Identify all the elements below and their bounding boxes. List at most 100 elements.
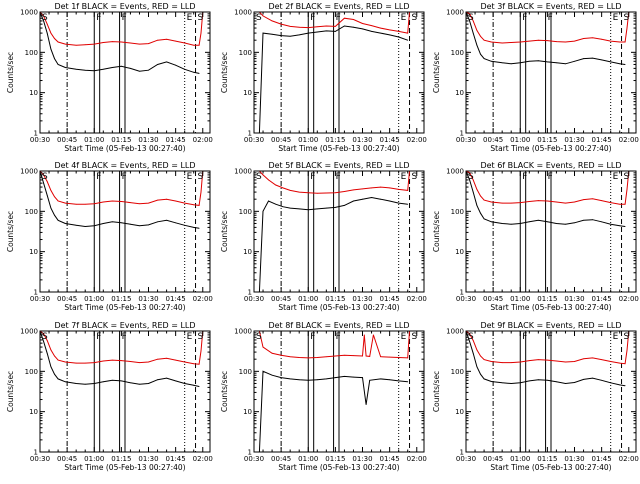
y-tick-label: 1000 bbox=[20, 328, 38, 336]
data-point bbox=[84, 226, 86, 227]
chart-title: Det 1f BLACK = Events, RED = LLD bbox=[54, 2, 195, 11]
data-point bbox=[501, 42, 503, 44]
data-point bbox=[528, 40, 530, 42]
data-point bbox=[316, 379, 318, 381]
data-point bbox=[64, 223, 66, 224]
data-point bbox=[472, 191, 474, 193]
data-point bbox=[476, 188, 478, 190]
data-point bbox=[75, 44, 77, 46]
x-tick-label: 02:00 bbox=[193, 295, 213, 303]
data-point bbox=[610, 40, 612, 42]
data-point bbox=[193, 71, 195, 73]
y-tick-label: 100 bbox=[451, 208, 464, 216]
x-tick-label: 00:45 bbox=[483, 295, 503, 303]
data-point bbox=[565, 63, 566, 65]
plot-frame bbox=[465, 170, 637, 293]
data-point bbox=[175, 380, 177, 382]
y-tick-label: 1000 bbox=[446, 328, 464, 336]
data-point bbox=[546, 359, 548, 361]
data-point bbox=[54, 355, 55, 357]
marker-label: E bbox=[187, 172, 193, 182]
y-tick-label: 10 bbox=[29, 89, 38, 97]
x-tick-label: 00:30 bbox=[30, 295, 50, 303]
data-point bbox=[380, 186, 381, 188]
data-point bbox=[200, 32, 202, 34]
data-point bbox=[289, 35, 291, 37]
y-axis-label: Counts/sec bbox=[6, 52, 15, 93]
data-point bbox=[619, 63, 621, 65]
data-point bbox=[407, 357, 409, 359]
marker-label: S bbox=[42, 172, 48, 182]
data-point bbox=[43, 15, 45, 17]
data-point bbox=[371, 25, 372, 27]
data-point bbox=[574, 382, 575, 383]
data-point bbox=[574, 40, 575, 42]
data-point bbox=[472, 20, 474, 22]
data-point bbox=[148, 361, 149, 363]
x-tick-label: 01:45 bbox=[592, 295, 612, 303]
data-point bbox=[289, 25, 291, 27]
data-point bbox=[84, 362, 86, 364]
data-point bbox=[184, 68, 186, 70]
x-tick-label: 00:30 bbox=[30, 136, 50, 144]
data-point bbox=[50, 48, 52, 50]
data-point bbox=[157, 358, 158, 360]
data-point bbox=[54, 214, 55, 216]
y-tick-label: 100 bbox=[451, 49, 464, 57]
data-point bbox=[43, 333, 45, 335]
data-point bbox=[111, 67, 113, 68]
data-point bbox=[380, 356, 381, 358]
y-tick-label: 1000 bbox=[446, 168, 464, 176]
data-point bbox=[184, 202, 186, 204]
data-point bbox=[480, 373, 481, 375]
chart-title: Det 3f BLACK = Events, RED = LLD bbox=[480, 2, 621, 11]
data-point bbox=[262, 346, 264, 348]
marker-label: S bbox=[468, 172, 474, 182]
data-point bbox=[372, 334, 374, 336]
y-tick-label: 10 bbox=[243, 408, 252, 416]
data-point bbox=[592, 37, 593, 39]
plot-area bbox=[466, 171, 630, 292]
x-axis-label: Start Time (05-Feb-13 00:27:40) bbox=[490, 303, 611, 312]
data-point bbox=[601, 359, 603, 361]
data-point bbox=[389, 379, 391, 381]
x-tick-label: 00:30 bbox=[244, 295, 264, 303]
lld-series bbox=[254, 331, 414, 359]
data-point bbox=[510, 223, 512, 225]
data-point bbox=[501, 362, 503, 363]
marker-label: S bbox=[198, 13, 204, 23]
data-point bbox=[148, 69, 149, 71]
data-point bbox=[84, 44, 86, 46]
data-point bbox=[84, 383, 86, 385]
data-point bbox=[289, 378, 291, 380]
x-tick-label: 00:30 bbox=[30, 455, 50, 463]
data-point bbox=[389, 34, 391, 36]
data-point bbox=[111, 379, 113, 381]
y-axis-label: Counts/sec bbox=[432, 211, 441, 252]
x-tick-label: 01:45 bbox=[166, 295, 186, 303]
x-tick-label: 01:30 bbox=[138, 136, 158, 144]
data-point bbox=[362, 198, 363, 200]
data-point bbox=[362, 23, 363, 24]
data-point bbox=[472, 340, 474, 341]
data-point bbox=[528, 221, 530, 223]
data-point bbox=[280, 377, 282, 378]
data-point bbox=[102, 360, 104, 362]
data-point bbox=[275, 203, 277, 205]
y-tick-label: 1 bbox=[248, 289, 252, 297]
data-point bbox=[371, 31, 372, 32]
data-point bbox=[307, 379, 309, 381]
data-point bbox=[472, 352, 474, 354]
marker-label: E bbox=[401, 332, 407, 342]
data-point bbox=[120, 360, 122, 361]
data-point bbox=[574, 361, 575, 362]
data-point bbox=[289, 190, 291, 191]
data-point bbox=[102, 201, 104, 203]
marker-label: S bbox=[256, 172, 262, 182]
data-point bbox=[519, 62, 521, 64]
data-point bbox=[93, 203, 95, 205]
data-point bbox=[93, 70, 95, 72]
y-tick-label: 1000 bbox=[234, 328, 252, 336]
